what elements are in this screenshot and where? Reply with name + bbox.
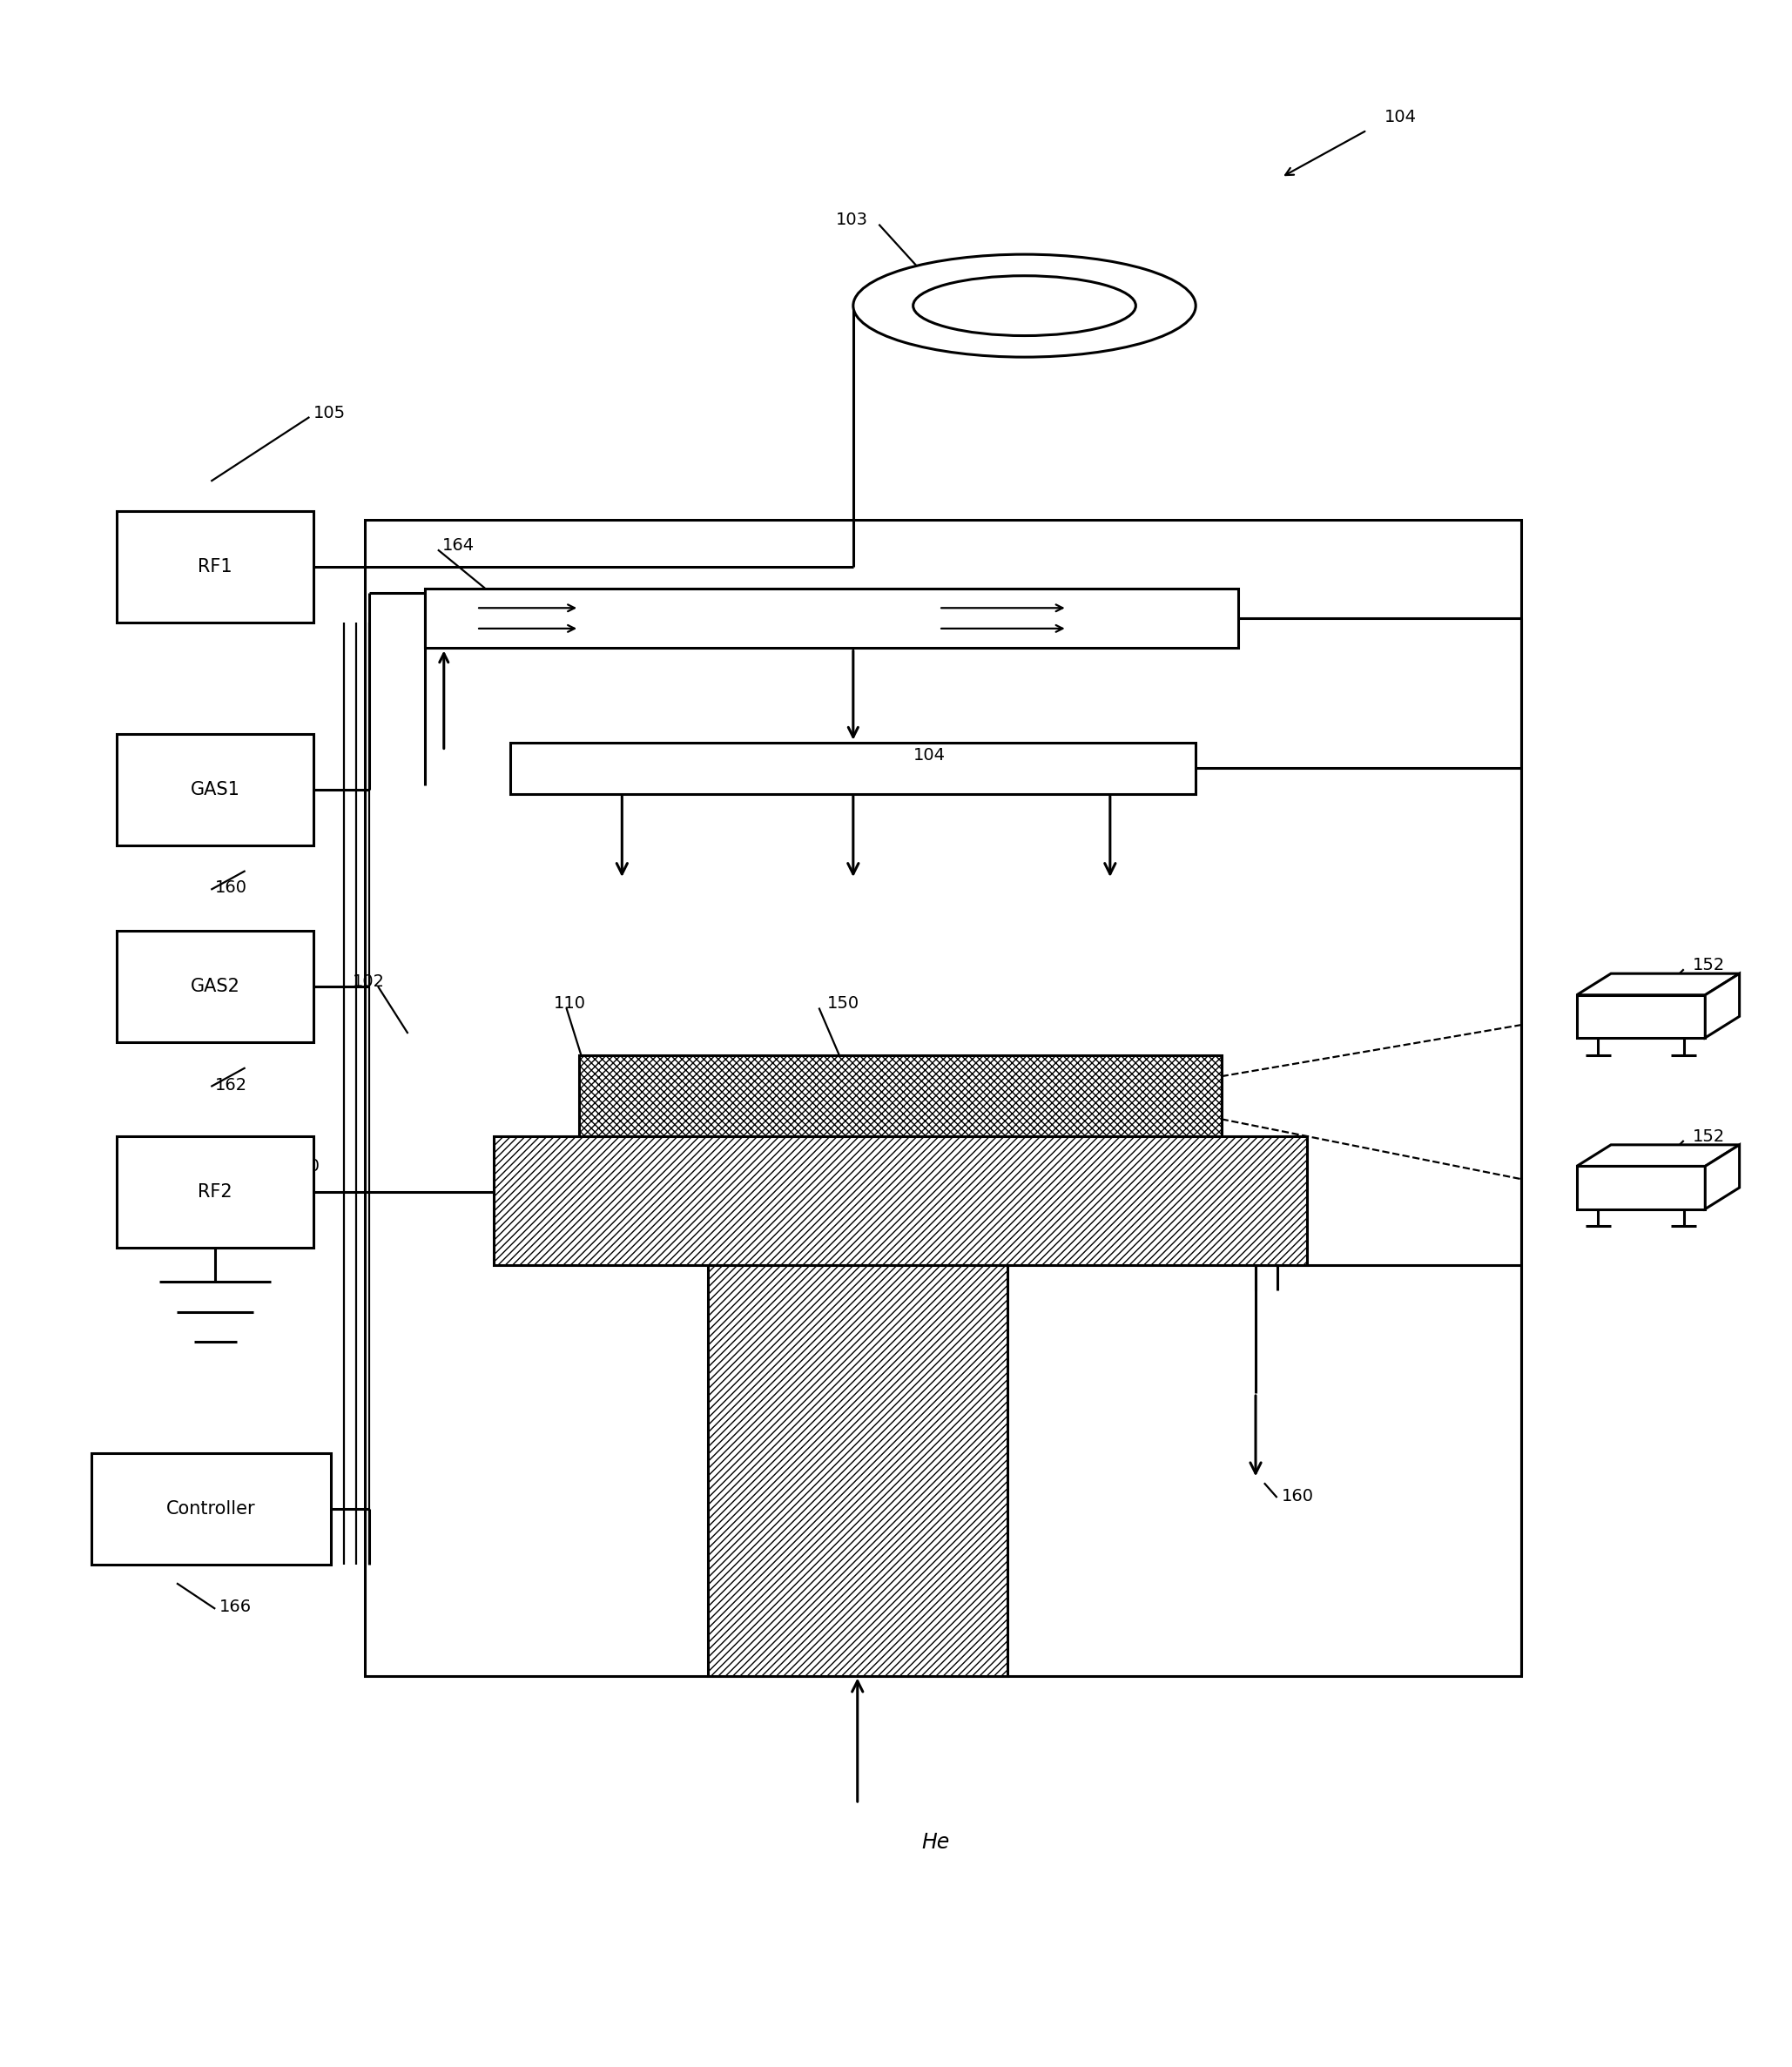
Text: 160: 160 bbox=[1281, 1488, 1314, 1505]
Text: 102: 102 bbox=[353, 974, 385, 990]
Bar bbox=[116, 930, 314, 1042]
Text: 105: 105 bbox=[314, 405, 346, 422]
Text: 162: 162 bbox=[215, 1077, 247, 1093]
Polygon shape bbox=[1577, 994, 1706, 1038]
Text: 104: 104 bbox=[914, 746, 946, 763]
Ellipse shape bbox=[914, 275, 1136, 335]
Bar bbox=[708, 1265, 1007, 1676]
Polygon shape bbox=[1577, 974, 1740, 994]
Polygon shape bbox=[1577, 1145, 1740, 1166]
Text: 166: 166 bbox=[220, 1600, 253, 1616]
Text: 164: 164 bbox=[443, 537, 475, 554]
Text: RF1: RF1 bbox=[197, 558, 233, 575]
Text: 152: 152 bbox=[1692, 1129, 1724, 1145]
Polygon shape bbox=[1577, 1166, 1706, 1209]
Text: GAS1: GAS1 bbox=[190, 781, 240, 798]
Bar bbox=[579, 1054, 1222, 1137]
Bar bbox=[116, 734, 314, 845]
Text: RF2: RF2 bbox=[197, 1182, 233, 1201]
Ellipse shape bbox=[853, 254, 1195, 358]
Text: 150: 150 bbox=[828, 996, 860, 1013]
Text: Controller: Controller bbox=[167, 1501, 256, 1517]
Bar bbox=[511, 742, 1195, 794]
Text: GAS2: GAS2 bbox=[190, 978, 240, 994]
Polygon shape bbox=[1706, 1145, 1740, 1209]
Bar bbox=[425, 589, 1238, 649]
Bar bbox=[116, 1137, 314, 1248]
Text: 104: 104 bbox=[1383, 110, 1416, 126]
Bar bbox=[493, 1137, 1306, 1265]
Text: 110: 110 bbox=[554, 996, 586, 1013]
Text: 120: 120 bbox=[289, 1158, 321, 1174]
Bar bbox=[91, 1453, 332, 1565]
Bar bbox=[116, 511, 314, 622]
Text: 103: 103 bbox=[837, 211, 869, 227]
Polygon shape bbox=[1706, 974, 1740, 1038]
Text: 152: 152 bbox=[1692, 957, 1724, 974]
Text: 160: 160 bbox=[215, 881, 247, 897]
Bar bbox=[366, 519, 1521, 1676]
Text: He: He bbox=[921, 1831, 950, 1854]
